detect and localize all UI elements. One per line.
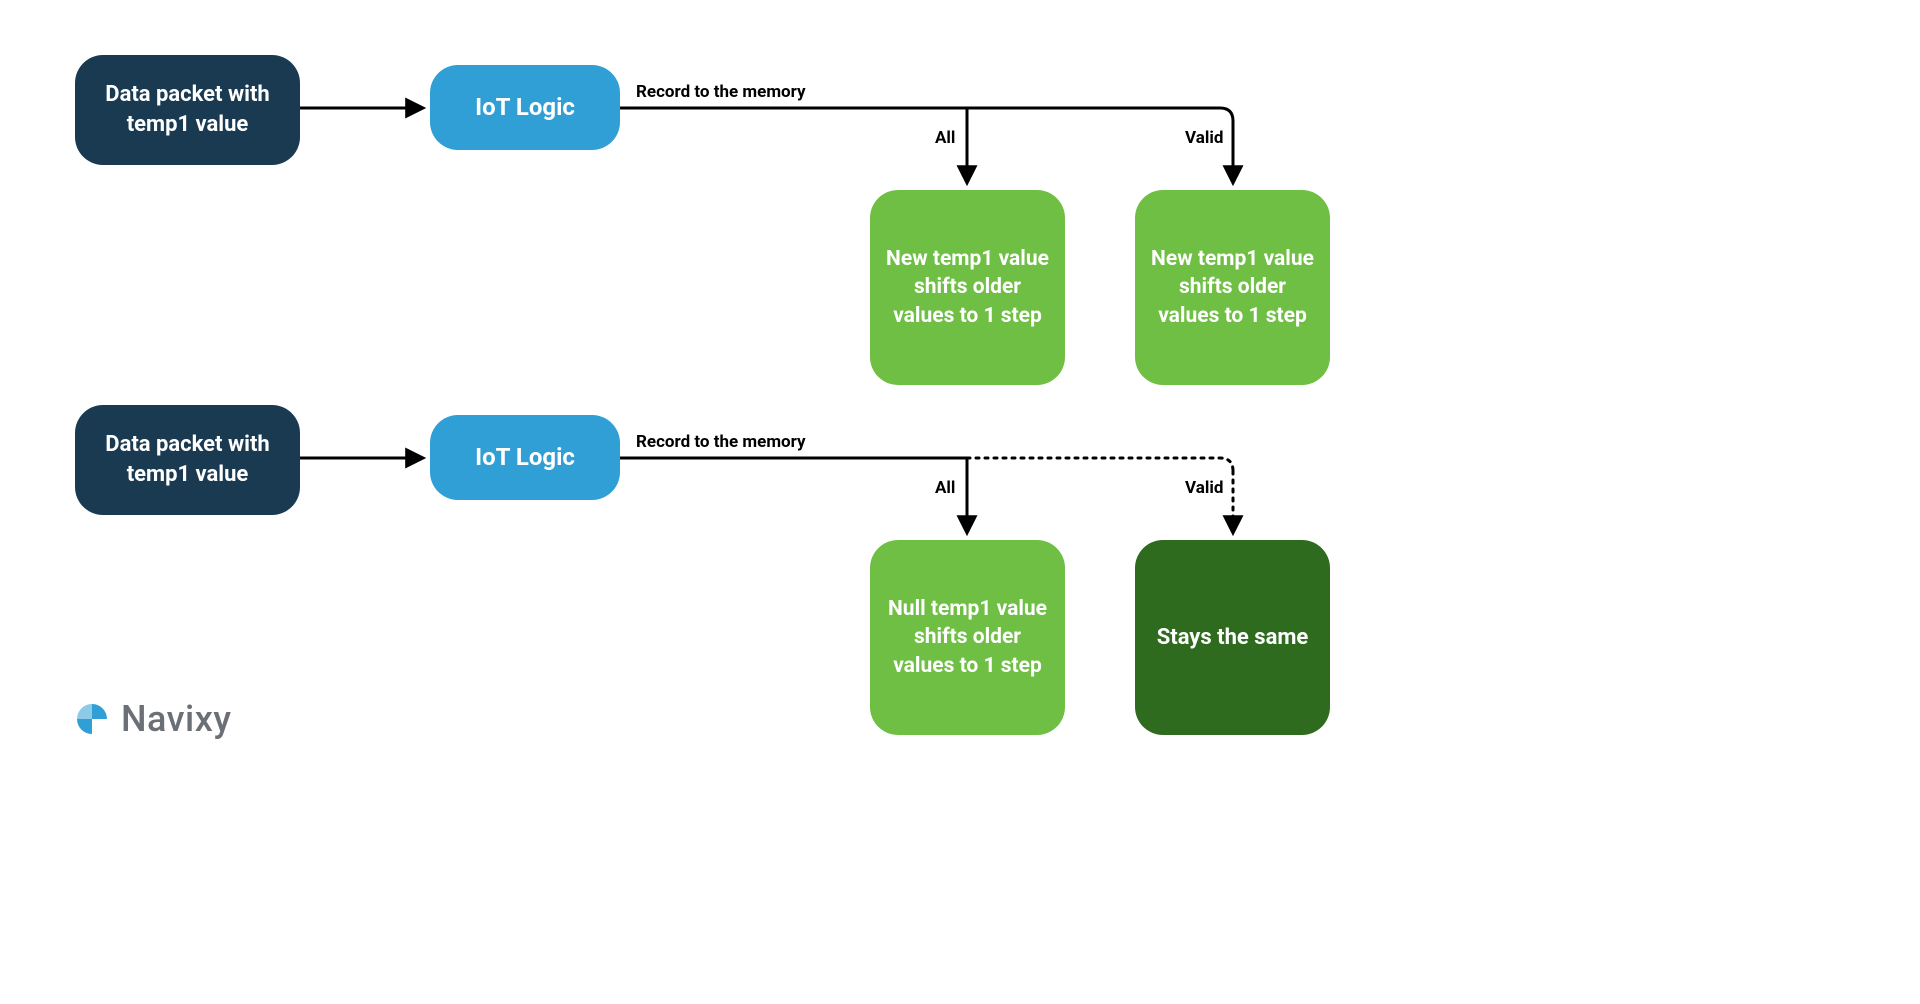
edge-n6-branch-bot-dotted: [967, 458, 1233, 471]
edge-n2-branch-top: [620, 108, 1233, 121]
edge-label-record-2: Record to the memory: [636, 432, 806, 452]
node-label: IoT Logic: [475, 441, 575, 473]
edge-label-valid-1: Valid: [1185, 128, 1223, 148]
node-label: New temp1 value shifts older values to 1…: [1147, 245, 1318, 330]
node-null-temp-all: Null temp1 value shifts older values to …: [870, 540, 1065, 735]
edge-label-all-2: All: [935, 478, 955, 498]
node-stays-same: Stays the same: [1135, 540, 1330, 735]
node-label: Stays the same: [1157, 623, 1309, 653]
node-new-temp-all: New temp1 value shifts older values to 1…: [870, 190, 1065, 385]
edge-label-all-1: All: [935, 128, 955, 148]
edge-label-valid-2: Valid: [1185, 478, 1223, 498]
navixy-logo: Navixy: [75, 698, 231, 740]
node-data-packet-2: Data packet with temp1 value: [75, 405, 300, 515]
edge-label-record-1: Record to the memory: [636, 82, 806, 102]
navixy-logo-text: Navixy: [121, 698, 231, 740]
node-label: New temp1 value shifts older values to 1…: [882, 245, 1053, 330]
node-label: Null temp1 value shifts older values to …: [882, 595, 1053, 680]
node-label: Data packet with temp1 value: [87, 80, 288, 139]
node-new-temp-valid: New temp1 value shifts older values to 1…: [1135, 190, 1330, 385]
node-iot-logic-1: IoT Logic: [430, 65, 620, 150]
navixy-logo-icon: [75, 702, 109, 736]
node-label: Data packet with temp1 value: [87, 430, 288, 489]
node-label: IoT Logic: [475, 91, 575, 123]
node-iot-logic-2: IoT Logic: [430, 415, 620, 500]
node-data-packet-1: Data packet with temp1 value: [75, 55, 300, 165]
